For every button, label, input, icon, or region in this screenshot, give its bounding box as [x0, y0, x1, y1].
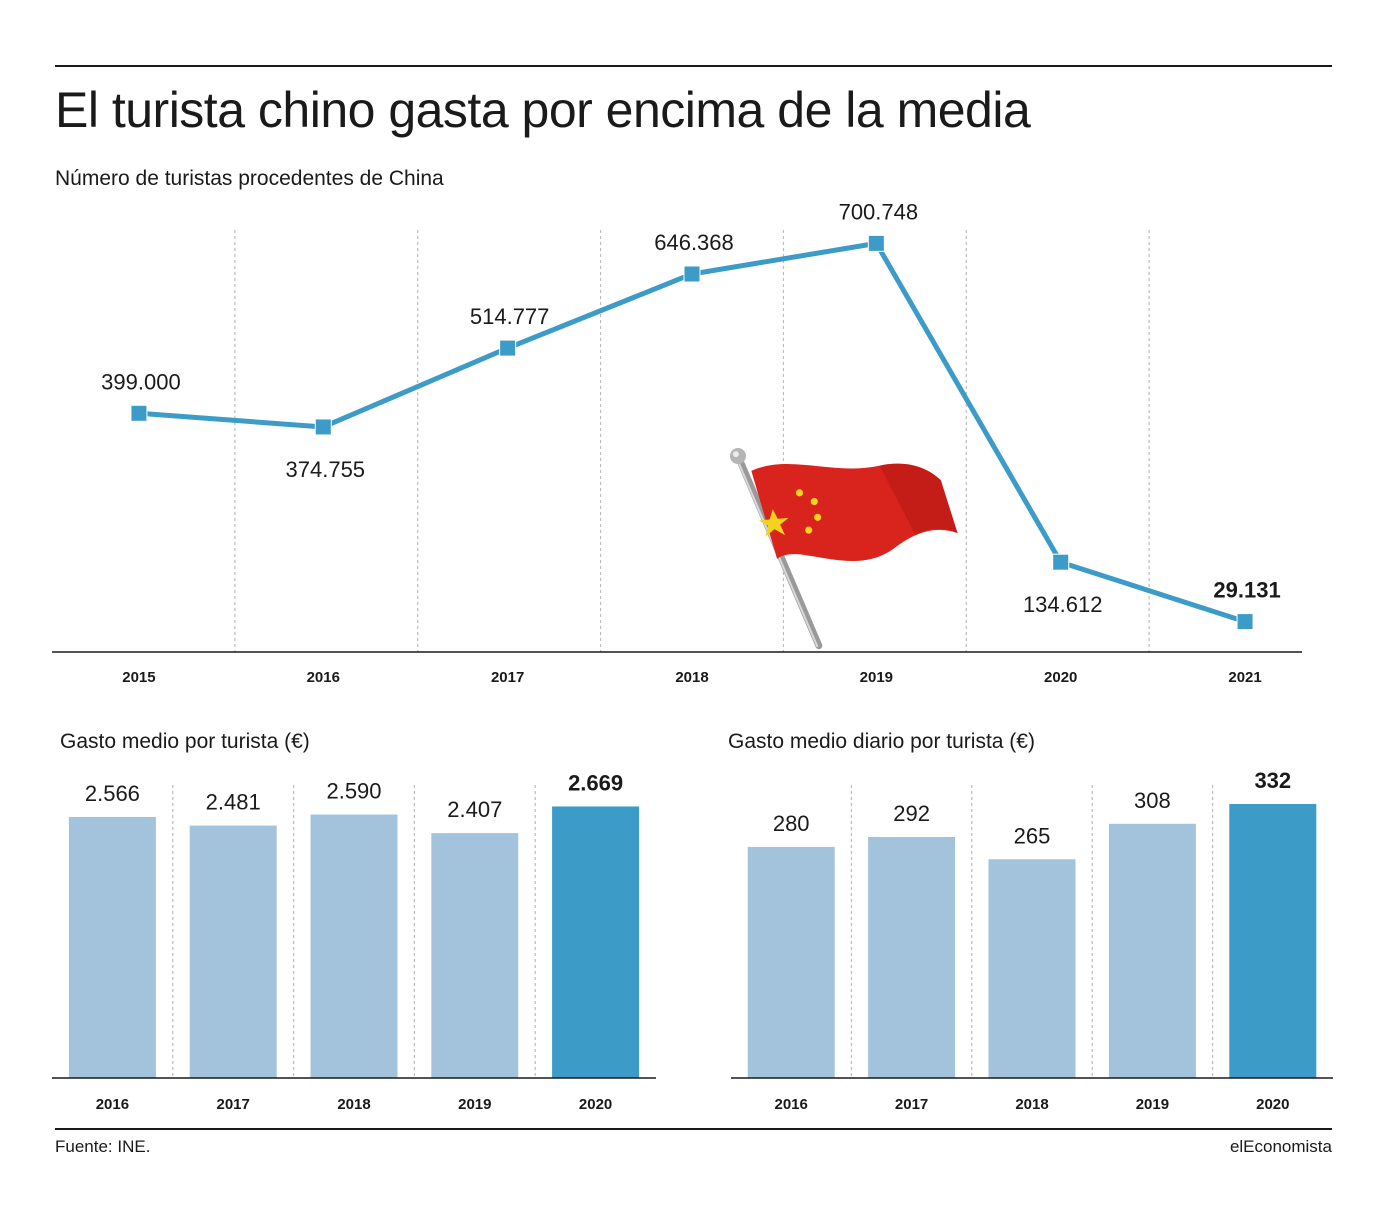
- data-label-2016: 374.755: [286, 457, 366, 482]
- data-label-2020: 134.612: [1023, 592, 1103, 617]
- data-label-2018: 646.368: [654, 230, 734, 255]
- x-tick-2016: 2016: [96, 1096, 129, 1113]
- bar-2019: [1108, 823, 1196, 1078]
- bar-2019: [431, 833, 519, 1078]
- x-tick-2018: 2018: [337, 1096, 370, 1113]
- data-label-2018: 2.590: [326, 779, 381, 804]
- data-label-2020: 332: [1254, 768, 1291, 793]
- x-tick-2017: 2017: [217, 1096, 250, 1113]
- x-tick-2020: 2020: [1044, 669, 1077, 686]
- data-label-2016: 2.566: [85, 781, 140, 806]
- data-label-2017: 514.777: [470, 304, 550, 329]
- x-tick-2020: 2020: [579, 1096, 612, 1113]
- bar-chart-1-title: Gasto medio por turista (€): [60, 730, 310, 753]
- data-point-2017: [499, 339, 517, 357]
- x-tick-2016: 2016: [307, 669, 340, 686]
- bar-chart-2: 280 2016 292 2017 265 2018 308 2019 332 2020: [731, 768, 1333, 1113]
- line-chart: 399.000 2015 374.755 2016 514.777 2017 646.368…: [52, 199, 1302, 686]
- china-flag-icon: [730, 448, 958, 650]
- bar-2017: [868, 836, 956, 1078]
- bar-chart-1: 2.566 2016 2.481 2017 2.590 2018 2.407 2019 2.66…: [52, 770, 656, 1113]
- data-point-2018: [683, 265, 701, 283]
- line-chart-title: Número de turistas procedentes de China: [55, 167, 444, 190]
- x-tick-2019: 2019: [1136, 1096, 1169, 1113]
- bottom-rule: [55, 1128, 1332, 1130]
- bar-chart-2-title: Gasto medio diario por turista (€): [728, 730, 1035, 753]
- brand-logo: elEconomista: [1229, 1137, 1332, 1156]
- data-point-2021: [1236, 613, 1254, 631]
- data-point-2016: [314, 418, 332, 436]
- x-tick-2015: 2015: [122, 669, 155, 686]
- data-point-2015: [130, 404, 148, 422]
- data-label-2018: 265: [1014, 823, 1051, 848]
- bar-2017: [189, 825, 277, 1078]
- x-tick-2018: 2018: [1015, 1096, 1048, 1113]
- page-title: El turista chino gasta por encima de la …: [55, 82, 1031, 138]
- data-point-2019: [867, 234, 885, 252]
- data-label-2016: 280: [773, 811, 810, 836]
- bar-2018: [988, 859, 1076, 1078]
- x-tick-2019: 2019: [458, 1096, 491, 1113]
- bar-2020: [1229, 803, 1317, 1078]
- top-rule: [55, 65, 1332, 67]
- x-tick-2017: 2017: [491, 669, 524, 686]
- x-tick-2019: 2019: [860, 669, 893, 686]
- data-label-2019: 308: [1134, 788, 1171, 813]
- data-label-2019: 700.748: [839, 199, 919, 224]
- bar-2020: [552, 806, 640, 1078]
- x-tick-2017: 2017: [895, 1096, 928, 1113]
- bar-2016: [747, 846, 835, 1078]
- series-line: [138, 240, 1246, 624]
- data-label-2019: 2.407: [447, 797, 502, 822]
- data-point-2020: [1052, 553, 1070, 571]
- data-label-2020: 2.669: [568, 770, 623, 795]
- data-label-2017: 2.481: [206, 790, 261, 815]
- data-label-2015: 399.000: [101, 369, 181, 394]
- data-label-2021: 29.131: [1213, 578, 1280, 603]
- bar-2018: [310, 814, 398, 1078]
- source-note: Fuente: INE.: [55, 1137, 151, 1156]
- x-tick-2018: 2018: [675, 669, 708, 686]
- x-tick-2021: 2021: [1228, 669, 1261, 686]
- data-label-2017: 292: [893, 801, 930, 826]
- x-tick-2020: 2020: [1256, 1096, 1289, 1113]
- bar-2016: [68, 816, 156, 1078]
- x-tick-2016: 2016: [775, 1096, 808, 1113]
